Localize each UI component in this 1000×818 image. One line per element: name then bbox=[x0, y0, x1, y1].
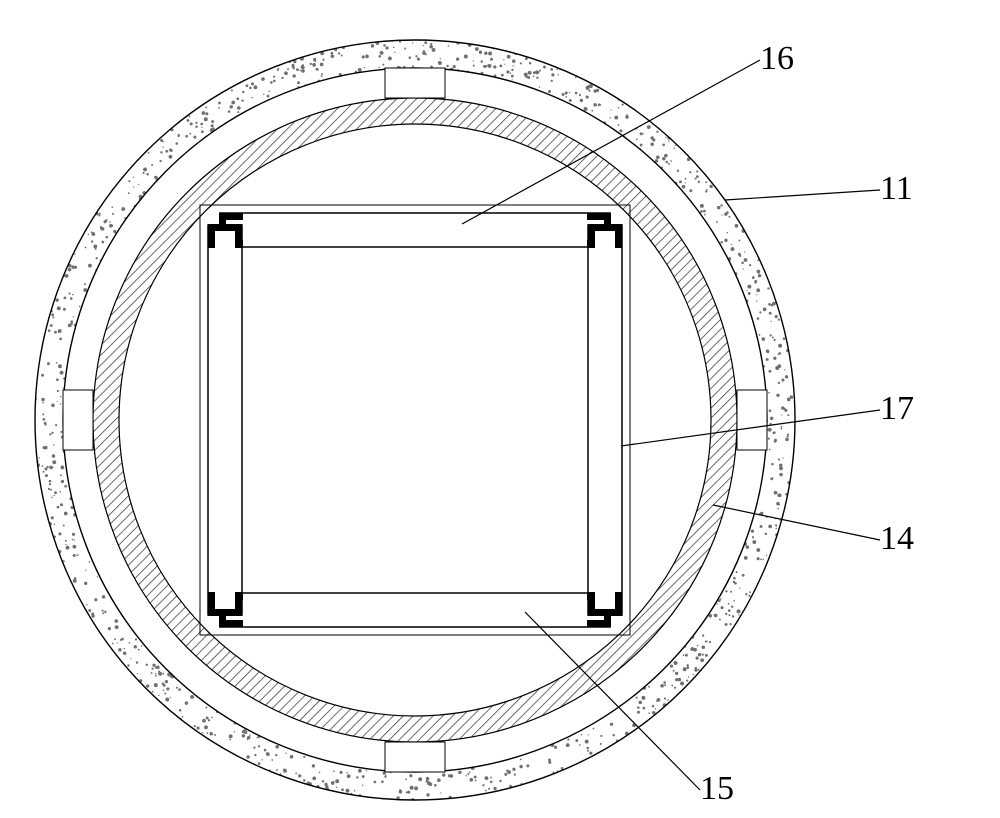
bridge-right bbox=[737, 390, 767, 450]
bridge-left bbox=[63, 390, 93, 450]
callout-label-16: 16 bbox=[760, 40, 794, 78]
callout-label-15: 15 bbox=[700, 770, 734, 808]
bar-v-pos bbox=[588, 224, 622, 616]
callout-label-11: 11 bbox=[880, 170, 913, 208]
outer-ring-inner-edge bbox=[63, 68, 767, 772]
bridge-bottom bbox=[385, 742, 445, 772]
leader-line-14 bbox=[713, 505, 880, 540]
bar-h-pos bbox=[219, 593, 611, 627]
callout-label-14: 14 bbox=[880, 520, 914, 558]
leader-line-11 bbox=[725, 190, 880, 200]
bridge-top bbox=[385, 68, 445, 98]
callout-label-17: 17 bbox=[880, 390, 914, 428]
inner-ring bbox=[93, 98, 737, 742]
bar-h-neg bbox=[219, 213, 611, 247]
bar-v-neg bbox=[208, 224, 242, 616]
inner-square-frame bbox=[200, 205, 630, 635]
